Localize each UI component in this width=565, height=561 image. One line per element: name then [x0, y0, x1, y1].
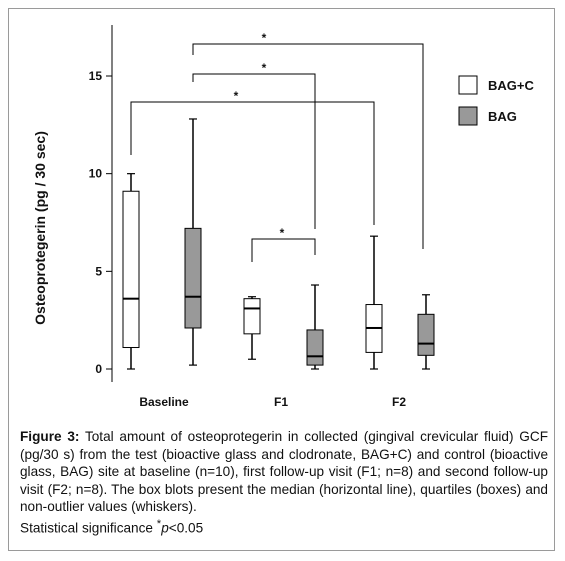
significance-bracket-3 [130, 101, 375, 225]
y-tick-label-5: 5 [95, 264, 102, 278]
y-tick-label-0: 0 [95, 362, 102, 376]
caption-sig-star: * [156, 517, 162, 530]
legend-swatch-bag [458, 106, 478, 126]
significance-star-4: * [280, 226, 285, 240]
category-label-f1: F1 [274, 395, 288, 409]
category-label-f2: F2 [392, 395, 406, 409]
bag-f2-box [417, 313, 435, 356]
bag-baseline-box [184, 227, 202, 329]
y-tick-label-15: 15 [89, 69, 103, 83]
bag-c-f1-box [243, 298, 261, 335]
legend-label-bag: BAG [488, 109, 517, 124]
figure-caption: Figure 3: Total amount of osteoprotegeri… [20, 428, 548, 537]
bag-c-baseline-box [122, 190, 140, 349]
figure-frame [8, 8, 555, 551]
caption-lead: Figure 3: [20, 429, 80, 444]
significance-bracket-1 [192, 43, 424, 249]
box-plot-chart: 0 5 10 15 Osteoprotegerin (pg / 30 sec) Basel… [32, 25, 534, 409]
y-tick-label-10: 10 [89, 167, 103, 181]
caption-body: Total amount of osteoprotegerin in colle… [20, 429, 548, 515]
significance-star-1: * [262, 31, 267, 45]
y-axis-label: Osteoprotegerin (pg / 30 sec) [32, 131, 48, 325]
caption-sig-value: <0.05 [168, 520, 204, 536]
caption-sig-text: Statistical significance [20, 520, 157, 536]
caption-sig-p: p [161, 520, 169, 536]
significance-star-2: * [262, 61, 267, 75]
bag-f1-box [306, 329, 324, 366]
category-label-baseline: Baseline [139, 395, 189, 409]
significance-bracket-2 [192, 73, 316, 229]
significance-star-3: * [234, 89, 239, 103]
legend-swatch-bag-c [458, 75, 478, 95]
significance-bracket-4 [251, 238, 316, 262]
caption-significance: Statistical significance *p<0.05 [20, 516, 548, 537]
legend-label-bag-c: BAG+C [488, 78, 534, 93]
